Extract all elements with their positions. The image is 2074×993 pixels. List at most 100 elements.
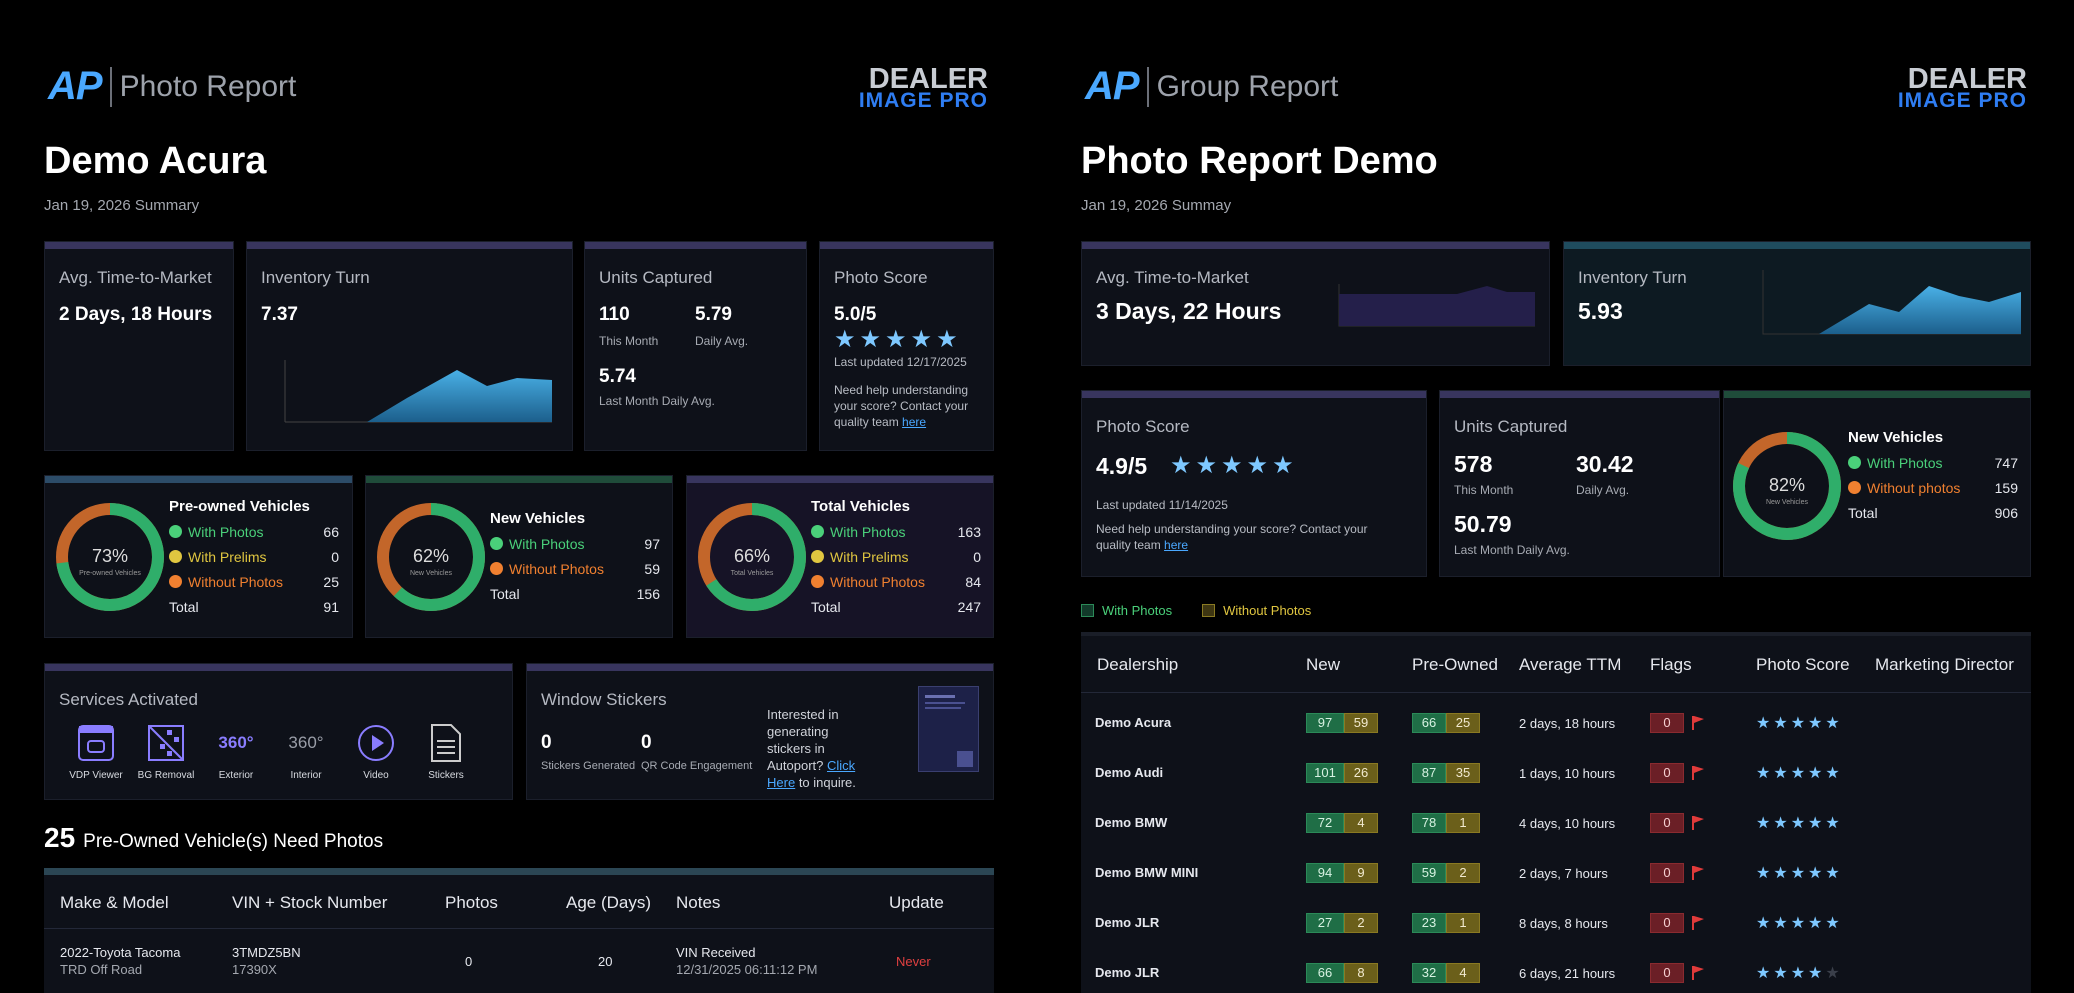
star-icon: ★ xyxy=(1808,815,1823,832)
col-make-model: Make & Model xyxy=(60,893,169,912)
units-daily-value: 5.79 xyxy=(695,304,732,325)
with-photos-value: 97 xyxy=(644,535,660,552)
star-icon: ★ xyxy=(1808,865,1823,882)
page-title: Photo Report Demo xyxy=(1081,140,1438,182)
star-icon: ★ xyxy=(1756,915,1771,932)
star-icon: ★ xyxy=(1773,765,1788,782)
smile-icon xyxy=(169,524,182,538)
star-icon: ★ xyxy=(1756,965,1771,982)
without-photos-value: 25 xyxy=(323,573,339,590)
units-daily-label: Daily Avg. xyxy=(1576,483,1630,497)
pre-without-photos-chip: 1 xyxy=(1446,813,1480,833)
score-value: 4.9/5 xyxy=(1096,453,1148,479)
service-label: Exterior xyxy=(218,770,254,781)
pre-without-photos-chip: 1 xyxy=(1446,913,1480,933)
units-month-label: This Month xyxy=(1454,483,1514,497)
stickers-generated-label: Stickers Generated xyxy=(541,760,636,772)
flag-icon[interactable] xyxy=(1691,965,1705,981)
promo-text: Interested in generating stickers in Aut… xyxy=(767,707,839,773)
pre-without-photos-chip: 35 xyxy=(1446,763,1480,783)
sticker-preview-thumbnail xyxy=(918,686,979,772)
with-photos-label: With Photos xyxy=(188,523,264,540)
photo-score-stars: ★ ★ ★ ★ ★ xyxy=(1756,763,1840,783)
logo-divider xyxy=(1146,66,1149,107)
ttm-card: Avg. Time-to-Market 2 Days, 18 Hours xyxy=(44,241,234,451)
inventory-turn-card: Inventory Turn 7.37 xyxy=(246,241,573,451)
service-label: VDP Viewer xyxy=(69,770,123,781)
inventory-sparkline xyxy=(1762,270,2021,335)
inventory-label: Inventory Turn xyxy=(261,268,370,287)
new-with-photos-chip: 66 xyxy=(1306,963,1344,983)
col-photos: Photos xyxy=(445,893,498,912)
row-model: 2022-Toyota Tacoma xyxy=(60,945,181,960)
with-photos-value: 66 xyxy=(323,523,339,540)
row-note: VIN Received xyxy=(676,945,756,960)
with-prelims-value: 0 xyxy=(331,548,339,565)
need-photos-table: Make & Model VIN + Stock Number Photos A… xyxy=(44,868,994,993)
star-icon: ★ xyxy=(1773,815,1788,832)
dealership-name: Demo Acura xyxy=(1095,715,1172,730)
inventory-label: Inventory Turn xyxy=(1578,268,1687,287)
row-update: Never xyxy=(896,954,931,969)
smile-icon xyxy=(1848,455,1861,469)
click-here-link[interactable]: Click Here xyxy=(767,758,856,790)
without-photos-value: 84 xyxy=(965,573,981,590)
units-month-value: 578 xyxy=(1454,451,1493,477)
total-value: 247 xyxy=(957,598,981,615)
star-icon: ★ xyxy=(1195,452,1218,479)
interior-360-icon: 360° xyxy=(288,733,324,752)
pre-with-photos-chip: 32 xyxy=(1412,963,1446,983)
star-icon: ★ xyxy=(1825,865,1840,882)
star-icon: ★ xyxy=(1170,452,1192,479)
brand-top: DEALER xyxy=(868,63,988,95)
ttm-label: Avg. Time-to-Market xyxy=(59,268,212,287)
new-legend: New Vehicles With Photos 747 Without phot… xyxy=(1848,425,2018,525)
total-legend: Total Vehicles With Photos 163 With Preli… xyxy=(811,494,981,619)
star-icon: ★ xyxy=(1221,452,1243,479)
flag-icon[interactable] xyxy=(1691,765,1705,781)
flag-icon[interactable] xyxy=(1691,715,1705,731)
flag-icon[interactable] xyxy=(1691,815,1705,831)
average-ttm: 4 days, 10 hours xyxy=(1519,816,1616,831)
page-title: Demo Acura xyxy=(44,140,267,182)
score-help-link[interactable]: here xyxy=(1164,538,1189,552)
new-with-photos-chip: 72 xyxy=(1306,813,1344,833)
smile-icon xyxy=(811,524,824,538)
total-value: 906 xyxy=(1994,504,2018,521)
flags-count-chip: 0 xyxy=(1650,763,1684,783)
score-updated: Last updated 11/14/2025 xyxy=(1096,498,1228,512)
frown-icon xyxy=(811,574,824,588)
units-captured-card: Units Captured 578 This Month 30.42 Dail… xyxy=(1439,390,1720,577)
units-daily-value: 30.42 xyxy=(1576,451,1634,477)
pre-without-photos-chip: 25 xyxy=(1446,713,1480,733)
flag-icon[interactable] xyxy=(1691,865,1705,881)
without-photos-value: 159 xyxy=(1994,479,2018,496)
with-photos-value: 747 xyxy=(1994,454,2018,471)
star-icon: ★ xyxy=(1790,715,1806,732)
inventory-sparkline xyxy=(284,360,552,423)
total-label: Total xyxy=(169,598,199,615)
col-average-ttm: Average TTM xyxy=(1519,655,1622,674)
service-label: BG Removal xyxy=(137,770,195,781)
preowned-title: Pre-owned Vehicles xyxy=(169,498,310,515)
score-help-link[interactable]: here xyxy=(902,415,927,429)
new-without-photos-chip: 26 xyxy=(1344,763,1378,783)
new-title: New Vehicles xyxy=(1848,429,1944,446)
units-month-value: 110 xyxy=(599,304,630,325)
col-photo-score: Photo Score xyxy=(1756,655,1850,674)
service-stickers: Stickers xyxy=(411,722,481,781)
star-icon: ★ xyxy=(1825,815,1840,832)
star-icon: ★ xyxy=(1825,715,1840,732)
without-photos-label: Without Photos xyxy=(188,573,283,590)
new-vehicles-card: 62% New Vehicles New Vehicles With Photo… xyxy=(365,475,673,638)
promo-text-end: to inquire. xyxy=(798,775,856,790)
units-captured-card: Units Captured 110 This Month 5.79 Daily… xyxy=(584,241,807,451)
neutral-face-icon xyxy=(811,549,824,563)
star-icon: ★ xyxy=(1790,915,1806,932)
flag-icon[interactable] xyxy=(1691,915,1705,931)
col-dealership: Dealership xyxy=(1097,655,1179,674)
new-vehicles-card: 82% New Vehicles New Vehicles With Photo… xyxy=(1723,390,2031,577)
vdp-viewer-icon xyxy=(78,725,114,761)
new-with-photos-chip: 97 xyxy=(1306,713,1344,733)
dealership-name: Demo Audi xyxy=(1095,765,1164,780)
